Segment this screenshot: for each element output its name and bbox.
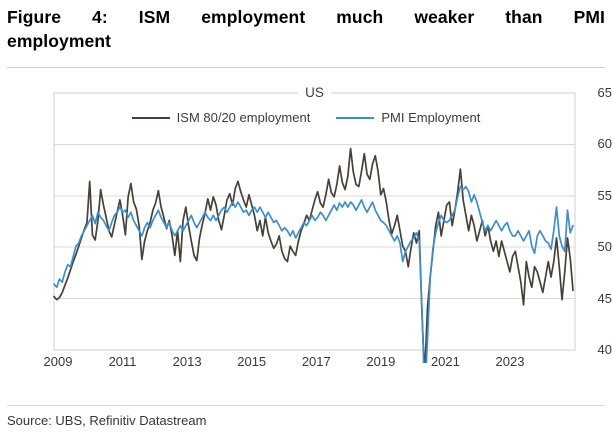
figure-title-line-1: Figure 4: ISM employment much weaker tha…: [7, 7, 605, 27]
y-tick-label: 55: [597, 187, 612, 203]
legend-item-ism: ISM 80/20 employment: [131, 110, 311, 125]
pmi-line-swatch: [336, 116, 375, 119]
y-tick-label: 50: [597, 239, 612, 255]
x-tick-label: 2017: [301, 354, 331, 369]
x-tick-label: 2023: [495, 354, 525, 369]
y-tick-label: 65: [597, 85, 612, 100]
x-tick-label: 2019: [366, 354, 396, 369]
source-text: Source: UBS, Refinitiv Datastream: [7, 413, 207, 428]
figure-title: Figure 4: ISM employment much weaker tha…: [7, 5, 605, 53]
legend-label-ism: ISM 80/20 employment: [176, 110, 311, 125]
ism-line-swatch: [131, 116, 170, 119]
chart-legend: ISM 80/20 employment PMI Employment: [0, 110, 612, 125]
x-tick-label: 2015: [237, 354, 267, 369]
x-tick-label: 2009: [43, 354, 73, 369]
chart-region-label: US: [298, 85, 331, 100]
x-tick-label: 2011: [108, 354, 137, 369]
figure-title-line-2: employment: [7, 31, 112, 51]
chart-region-label-row: US: [54, 84, 575, 102]
title-divider: [7, 67, 605, 68]
x-tick-label: 2013: [172, 354, 202, 369]
source-divider: [7, 405, 605, 406]
legend-label-pmi: PMI Employment: [381, 110, 481, 125]
y-tick-label: 60: [597, 136, 612, 152]
legend-item-pmi: PMI Employment: [336, 110, 480, 125]
y-tick-label: 40: [597, 342, 612, 357]
y-tick-label: 45: [597, 290, 612, 306]
x-tick-label: 2021: [430, 354, 460, 369]
